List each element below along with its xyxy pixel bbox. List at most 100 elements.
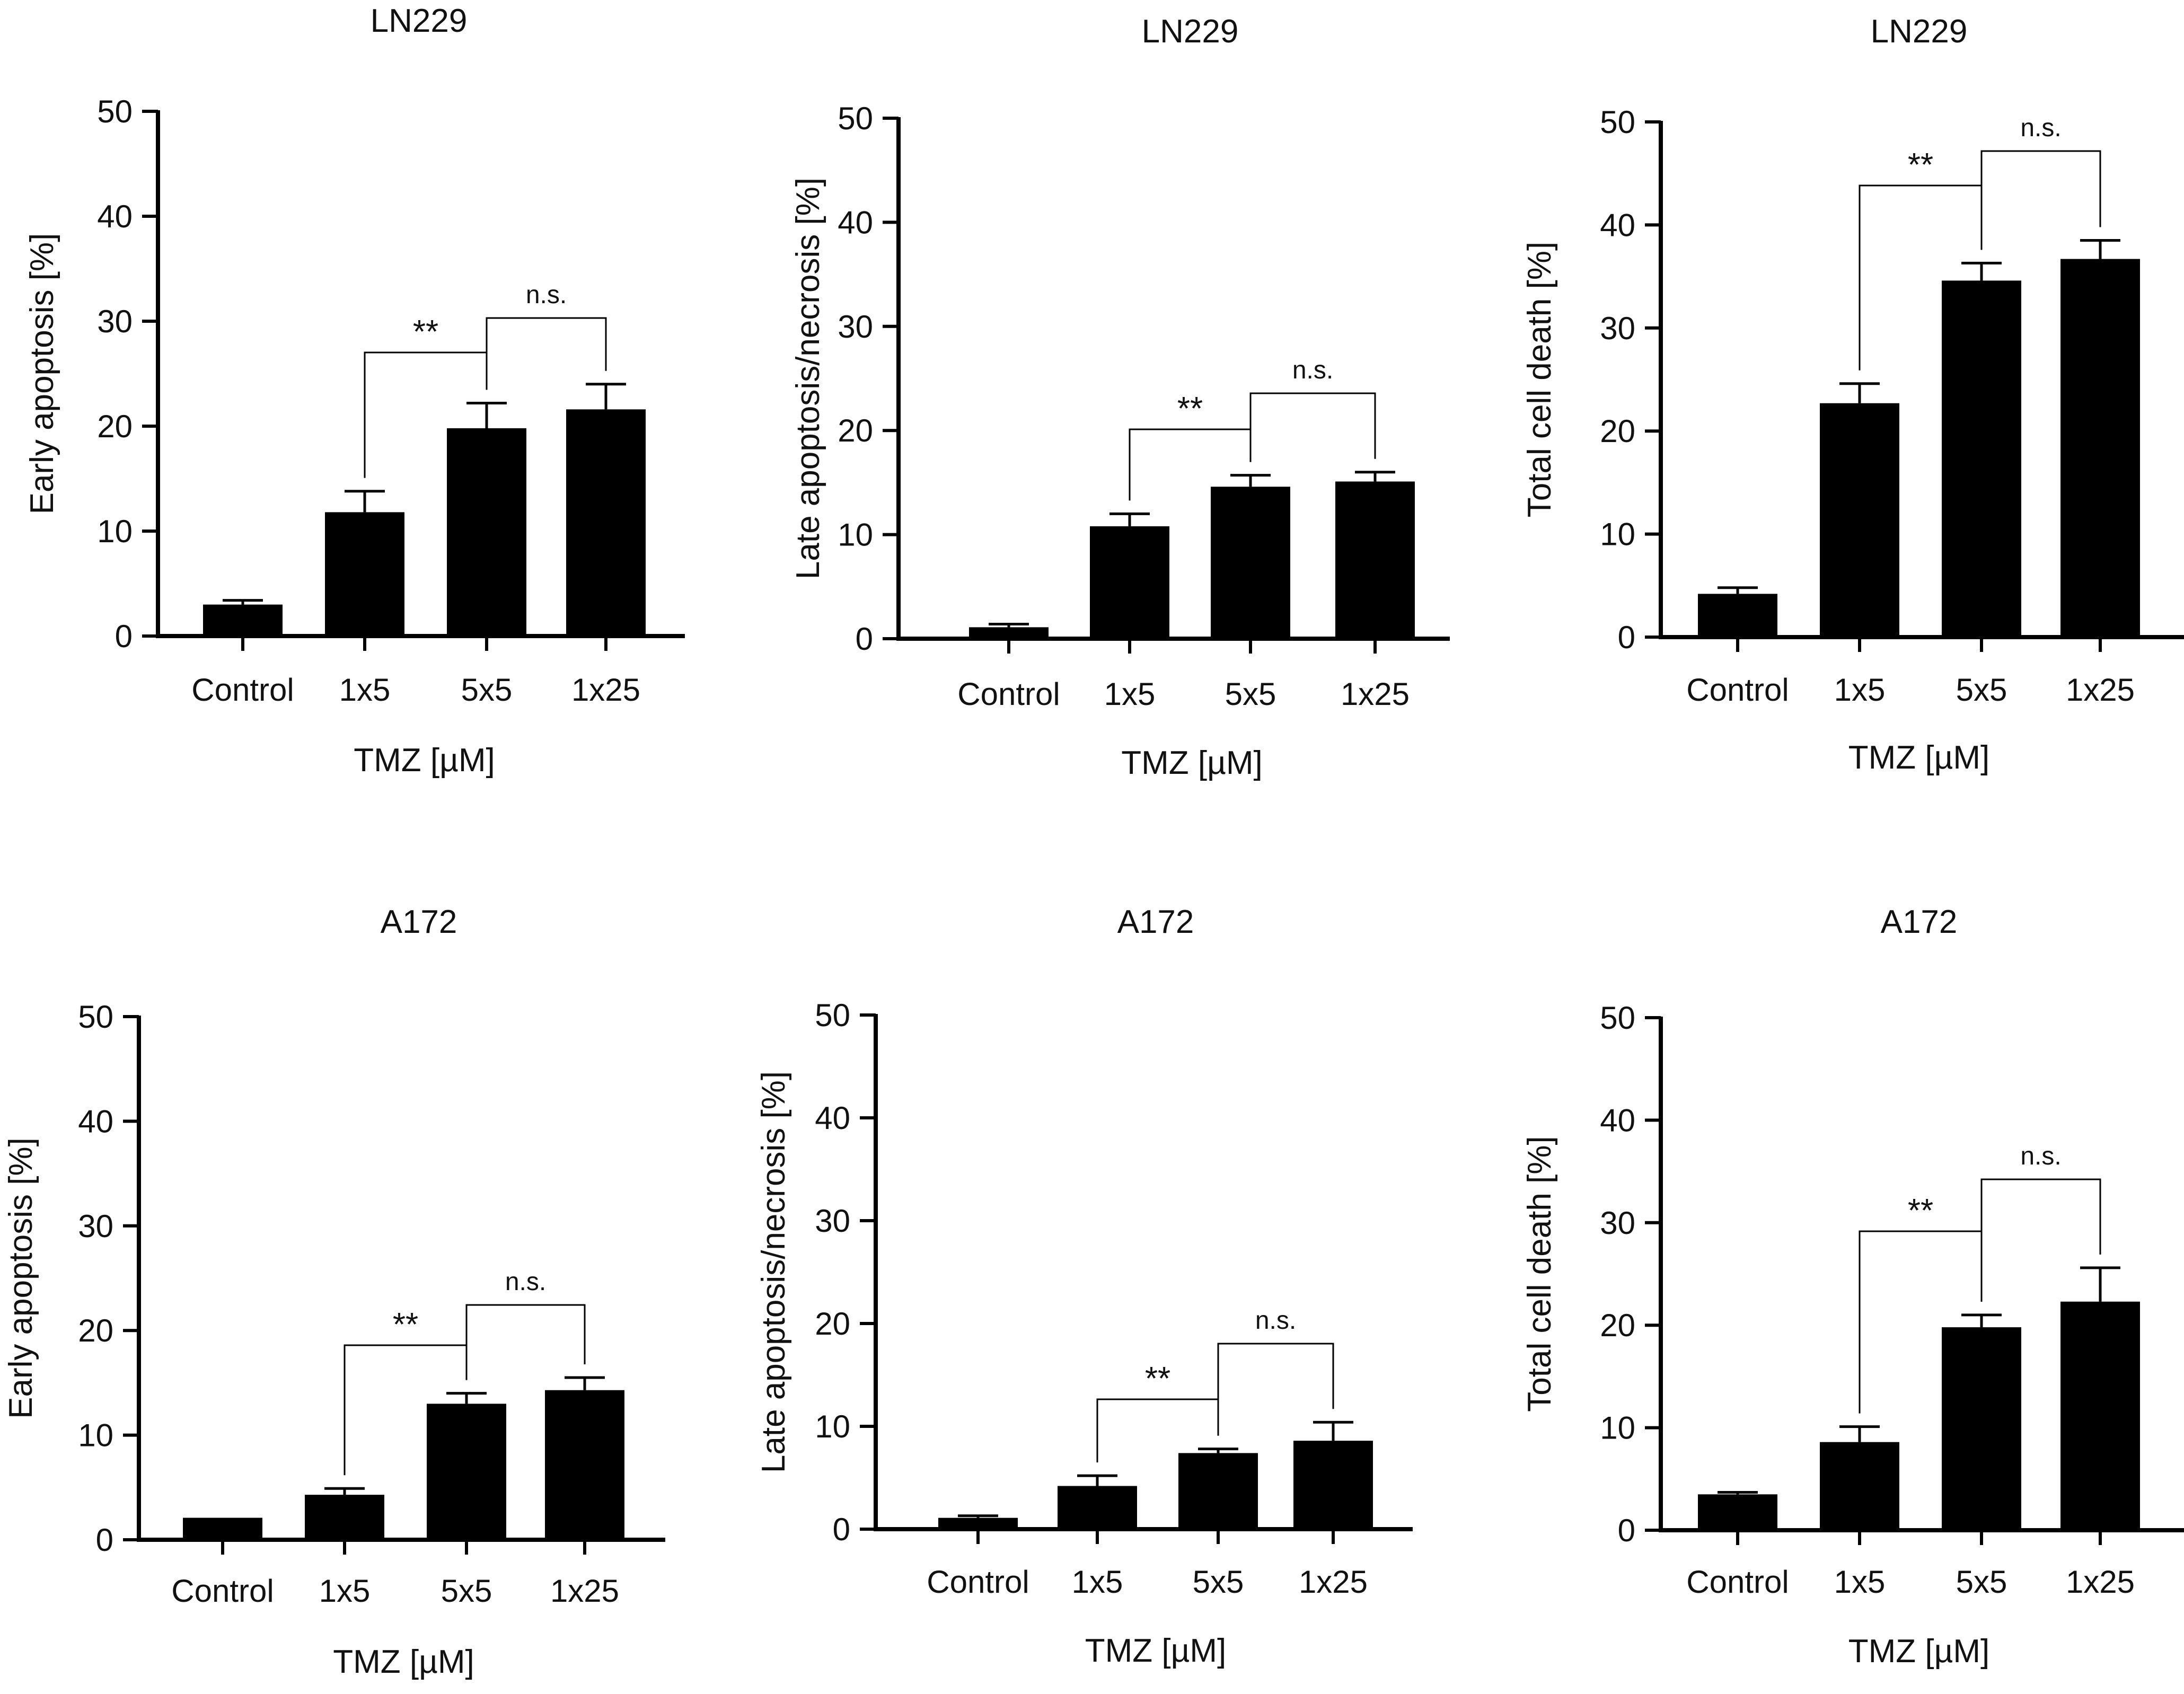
y-axis-title: Late apoptosis/necrosis [%] [755, 1071, 792, 1473]
significance-bracket [1249, 392, 1376, 462]
x-tick-label: 1x5 [319, 1573, 371, 1609]
x-axis-title: TMZ [µM] [1085, 1633, 1226, 1669]
x-tick-label: 1x5 [1834, 672, 1886, 708]
y-tick-label: 10 [1600, 517, 1635, 552]
significance-label: ** [1177, 391, 1203, 427]
y-axis-title: Early apoptosis [%] [3, 1137, 39, 1419]
y-tick-label: 40 [97, 199, 133, 234]
y-tick-label: 40 [838, 205, 873, 240]
chart-title: LN229 [1142, 13, 1239, 50]
chart-panel-ln229-early: LN229 0 10 20 30 40 50 Early apoptosis [%] TMZ [… [24, 3, 685, 779]
x-axis-title: TMZ [µM] [1848, 739, 1989, 776]
x-tick-label: 1x25 [550, 1573, 619, 1609]
x-tick-label: 5x5 [1956, 672, 2007, 708]
bar-1x25 [545, 1390, 624, 1540]
x-tick-label: 5x5 [1956, 1564, 2007, 1600]
bar-5x5 [427, 1404, 506, 1540]
x-axis-title: TMZ [µM] [333, 1644, 474, 1680]
x-tick-label: 5x5 [1225, 676, 1276, 712]
x-tick-label: Control [1686, 1564, 1789, 1600]
bar-control [969, 627, 1049, 639]
bar-1x5 [1820, 403, 1899, 637]
bar-1x5 [1090, 526, 1169, 639]
y-tick-label: 20 [97, 409, 133, 444]
bar-control [1698, 594, 1777, 637]
chart-title: A172 [381, 904, 457, 940]
x-tick-label: Control [191, 672, 294, 708]
bar-5x5 [447, 428, 526, 636]
chart-panel-a172-total: A172 0 10 20 30 40 50 Total cell death [%] TMZ [… [1521, 904, 2184, 1670]
y-tick-label: 0 [1618, 1513, 1635, 1548]
y-tick-label: 30 [815, 1203, 850, 1239]
y-tick-label: 30 [78, 1208, 113, 1244]
x-tick-label: 1x5 [1104, 676, 1156, 712]
significance-label: n.s. [1255, 1307, 1296, 1335]
chart-title: LN229 [1871, 13, 1968, 50]
significance-label: n.s. [526, 281, 567, 309]
bar-5x5 [1211, 487, 1290, 639]
significance-bracket [1217, 1343, 1334, 1436]
x-tick-label: 5x5 [461, 672, 513, 708]
y-tick-label: 10 [78, 1418, 113, 1453]
y-tick-label: 0 [96, 1522, 113, 1558]
bar-1x5 [325, 512, 404, 636]
significance-bracket [465, 1304, 586, 1380]
y-tick-label: 40 [78, 1104, 113, 1139]
chart-panel-a172-late: A172 0 10 20 30 40 50 Late apoptosis/necrosis [… [755, 904, 1413, 1669]
significance-label: ** [1908, 1193, 1933, 1229]
bar-1x25 [1293, 1441, 1373, 1529]
y-tick-label: 20 [815, 1306, 850, 1342]
y-tick-label: 30 [838, 309, 873, 345]
x-tick-label: 5x5 [1193, 1564, 1244, 1600]
y-tick-label: 10 [1600, 1410, 1635, 1446]
x-axis-title: TMZ [µM] [354, 742, 495, 779]
significance-bracket [486, 317, 607, 390]
chart-panel-ln229-late: LN229 0 10 20 30 40 50 Late apoptosis/necrosis … [790, 13, 1450, 781]
x-tick-label: 1x5 [1072, 1564, 1123, 1600]
y-tick-label: 0 [115, 619, 133, 654]
bar-control [203, 604, 283, 636]
bar-control [183, 1517, 262, 1540]
y-tick-label: 10 [97, 514, 133, 549]
y-tick-label: 40 [815, 1100, 850, 1136]
bar-1x5 [1820, 1442, 1899, 1530]
significance-label: n.s. [1292, 356, 1333, 384]
significance-label: ** [1145, 1361, 1170, 1397]
chart-panel-a172-early: A172 0 10 20 30 40 50 Early apoptosis [%] TMZ [µ… [3, 904, 665, 1680]
x-tick-label: Control [927, 1564, 1029, 1600]
y-tick-label: 50 [838, 101, 873, 136]
significance-label: n.s. [505, 1268, 546, 1296]
y-tick-label: 40 [1600, 1102, 1635, 1138]
y-axis-title: Late apoptosis/necrosis [%] [790, 178, 826, 579]
x-tick-label: 1x5 [339, 672, 391, 708]
significance-label: ** [1908, 147, 1933, 183]
x-tick-label: 1x25 [571, 672, 640, 708]
bar-1x25 [1335, 481, 1415, 639]
bar-1x25 [566, 409, 646, 636]
y-axis-title: Early apoptosis [%] [24, 233, 60, 515]
y-tick-label: 0 [833, 1512, 850, 1547]
significance-label: ** [413, 314, 438, 350]
y-tick-label: 20 [1600, 1308, 1635, 1343]
y-tick-label: 20 [78, 1313, 113, 1348]
chart-panel-ln229-total: LN229 0 10 20 30 40 50 Total cell death [%] TMZ … [1521, 13, 2184, 776]
x-tick-label: Control [1686, 672, 1789, 708]
x-axis-title: TMZ [µM] [1848, 1633, 1989, 1670]
significance-bracket [1980, 1178, 2101, 1302]
y-tick-label: 50 [1600, 104, 1635, 140]
chart-title: A172 [1117, 904, 1194, 940]
y-tick-label: 0 [856, 621, 873, 657]
x-tick-label: 5x5 [441, 1573, 492, 1609]
y-tick-label: 30 [97, 304, 133, 339]
chart-title: A172 [1881, 904, 1958, 940]
y-tick-label: 20 [838, 413, 873, 448]
x-tick-label: 1x25 [2066, 672, 2135, 708]
y-tick-label: 30 [1600, 1205, 1635, 1241]
significance-bracket [1096, 1398, 1219, 1463]
y-tick-label: 50 [815, 998, 850, 1033]
y-tick-label: 10 [815, 1409, 850, 1444]
chart-title: LN229 [371, 3, 468, 39]
y-tick-label: 30 [1600, 311, 1635, 346]
bar-1x5 [305, 1495, 384, 1540]
bar-control [938, 1517, 1018, 1529]
